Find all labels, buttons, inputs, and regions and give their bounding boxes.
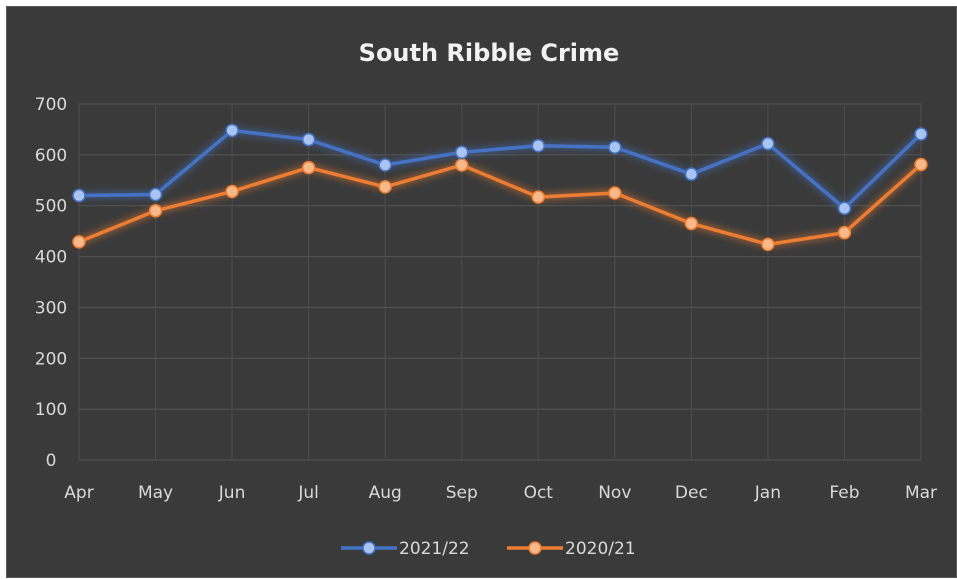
x-tick-label: Jan (754, 483, 781, 503)
data-point-2020-21-Dec (684, 216, 699, 231)
data-point-2021-22-Apr (72, 188, 86, 203)
legend: 2021/22 2020/21 (341, 539, 636, 559)
data-point-2021-22-May (148, 187, 163, 202)
y-tick-label: 100 (35, 400, 67, 420)
data-point-2021-22-Dec (684, 167, 699, 181)
x-tick-label: Sep (446, 483, 478, 503)
x-tick-label: Feb (829, 483, 859, 503)
data-point-2020-21-Feb (837, 225, 852, 240)
data-point-2020-21-Jul (301, 160, 316, 175)
data-point-2021-22-Mar (914, 127, 928, 141)
data-point-2020-21-Apr (72, 235, 86, 249)
chart-area: South Ribble Crime 0 100 200 300 400 500 600 70… (6, 6, 957, 578)
y-tick-label: 300 (35, 298, 67, 318)
legend-dot-marker (528, 541, 542, 555)
series-line-2021-22 (77, 128, 923, 211)
x-tick-label: Nov (598, 483, 631, 503)
chart-title: South Ribble Crime (359, 39, 620, 67)
data-point-2021-22-Nov (608, 140, 622, 154)
data-point-2020-21-Mar (914, 157, 928, 172)
plot-series (72, 123, 928, 252)
data-point-2021-22-Jul (301, 132, 316, 147)
line-chart: South Ribble Crime 0 100 200 300 400 500 600 70… (35, 39, 937, 559)
data-point-2021-22-Jan (761, 136, 775, 151)
data-point-2021-22-Aug (378, 158, 392, 172)
y-tick-label: 200 (35, 349, 67, 369)
y-axis: 0 100 200 300 400 500 600 700 (35, 95, 67, 471)
data-point-2020-21-Jun (225, 184, 239, 199)
data-point-2021-22-Feb (837, 201, 852, 216)
data-point-2021-22-Jun (225, 123, 239, 138)
data-point-2021-22-Sep (454, 145, 469, 160)
y-tick-label: 600 (35, 146, 67, 166)
data-point-2020-21-Sep (454, 158, 469, 172)
legend-label: 2021/22 (399, 539, 470, 559)
legend-label: 2020/21 (565, 539, 636, 559)
x-axis: Apr May Jun Jul Aug Sep Oct Nov Dec Jan Feb Mar (64, 483, 937, 503)
x-tick-label: Dec (675, 483, 708, 503)
gridlines (78, 103, 922, 461)
x-tick-label: Aug (369, 483, 402, 503)
data-point-2020-21-Nov (608, 186, 622, 200)
legend-dot-marker (362, 541, 376, 555)
data-point-2020-21-May (148, 204, 163, 218)
x-tick-label: May (138, 483, 173, 503)
data-point-2021-22-Oct (531, 138, 546, 153)
y-tick-label: 500 (35, 197, 67, 217)
x-tick-label: Oct (524, 483, 554, 503)
y-tick-label: 0 (46, 451, 57, 471)
y-tick-label: 700 (35, 95, 67, 115)
data-point-2020-21-Oct (531, 190, 546, 204)
x-tick-label: Jul (297, 483, 319, 503)
data-point-2020-21-Jan (761, 237, 775, 252)
x-tick-label: Mar (905, 483, 937, 503)
x-tick-label: Jun (218, 483, 246, 503)
x-tick-label: Apr (64, 483, 93, 503)
series-line-2020-21 (77, 162, 923, 247)
data-point-2020-21-Aug (378, 180, 392, 194)
y-tick-label: 400 (35, 248, 67, 268)
